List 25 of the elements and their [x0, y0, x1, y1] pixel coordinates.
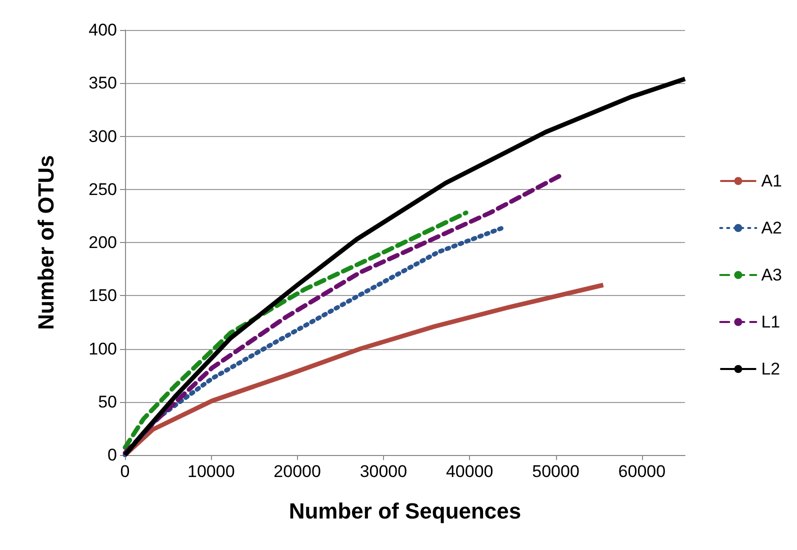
y-tick-label: 150	[88, 286, 117, 306]
y-tick-label: 400	[88, 20, 117, 40]
x-tick-label: 40000	[446, 462, 494, 481]
y-tick-label: 0	[108, 446, 117, 464]
y-tick-label: 300	[88, 126, 117, 146]
x-tick-label: 50000	[532, 462, 580, 481]
line-series	[122, 225, 506, 458]
line-series	[122, 210, 468, 450]
x-axis-title: Number of Sequences	[288, 498, 522, 524]
y-tick-label: 250	[88, 180, 117, 199]
x-tick-label: 30000	[360, 462, 408, 481]
y-tick-label: 200	[88, 233, 117, 252]
x-tick-label: 20000	[274, 462, 321, 481]
y-tick-label: 50	[98, 392, 117, 412]
legend-label: A1	[761, 172, 782, 190]
legend-label: A3	[761, 266, 782, 284]
y-axis-title: Number of OTUs	[34, 155, 58, 330]
y-tick-label: 100	[88, 339, 117, 358]
x-tick-label: 60000	[618, 462, 666, 481]
y-tick-label: 350	[88, 74, 117, 93]
legend-label: A2	[761, 218, 782, 238]
legend-label: L1	[761, 312, 780, 332]
x-tick-label: 10000	[188, 462, 235, 481]
legend-label: L2	[761, 360, 780, 378]
x-tick-label: 0	[120, 462, 130, 481]
